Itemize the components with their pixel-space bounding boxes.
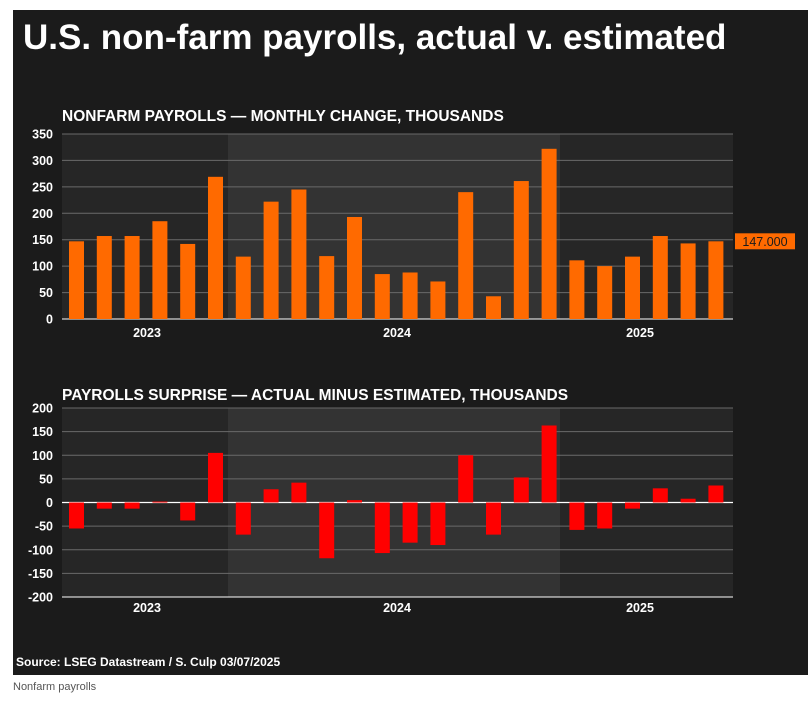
surprise-chart-title: PAYROLLS SURPRISE — ACTUAL MINUS ESTIMAT… — [62, 387, 568, 404]
payrolls-bar — [235, 256, 251, 319]
payrolls-year-label: 2025 — [626, 326, 654, 340]
surprise-bar — [541, 425, 557, 503]
payrolls-bar — [458, 192, 474, 319]
charts-container: 0 50 100 150 200 250 300 350 2023 2024 2025 147.000… — [13, 10, 808, 675]
surprise-bar — [486, 502, 501, 535]
surprise-bar — [680, 498, 696, 503]
payrolls-chart: 0 50 100 150 200 250 300 350 2023 2024 2025 147.000… — [32, 108, 795, 340]
payrolls-ytick-label: 0 — [46, 313, 53, 327]
surprise-ytick-label: 0 — [46, 496, 53, 510]
payrolls-bar — [319, 256, 335, 319]
payrolls-band-0 — [62, 134, 228, 319]
payrolls-bar — [180, 243, 196, 319]
surprise-bar — [652, 488, 668, 503]
surprise-year-label: 2025 — [626, 601, 654, 615]
surprise-bar — [319, 502, 335, 559]
surprise-ytick-label: 50 — [39, 472, 53, 486]
surprise-ytick-label: 150 — [32, 425, 53, 439]
payrolls-bar — [208, 176, 223, 319]
surprise-bar — [625, 502, 640, 509]
payrolls-last-value-tag — [735, 233, 795, 250]
surprise-bar — [263, 489, 279, 503]
source-note: Source: LSEG Datastream / S. Culp 03/07/… — [16, 655, 281, 669]
payrolls-bar — [513, 181, 529, 319]
surprise-bar — [458, 455, 474, 503]
payrolls-bar — [124, 236, 140, 319]
surprise-bar — [69, 502, 84, 529]
payrolls-band-1 — [228, 134, 560, 319]
payrolls-ytick-label: 350 — [32, 128, 53, 142]
surprise-bar — [235, 502, 251, 535]
payrolls-ytick-label: 150 — [32, 233, 53, 247]
payrolls-bar — [486, 296, 501, 319]
surprise-bar — [597, 502, 613, 529]
surprise-bar — [152, 501, 168, 503]
payrolls-last-value-label: 147.000 — [742, 235, 787, 249]
payrolls-bar — [708, 241, 724, 319]
surprise-bar — [430, 502, 446, 546]
payrolls-bar — [374, 274, 390, 319]
payrolls-bar — [347, 216, 362, 319]
surprise-bar — [513, 477, 529, 503]
surprise-ytick-label: -200 — [28, 591, 53, 605]
surprise-bar — [347, 500, 362, 503]
surprise-ytick-label: -100 — [28, 543, 53, 557]
payrolls-bar — [402, 272, 418, 319]
payrolls-bar — [263, 201, 279, 319]
chart-graphic: 0 50 100 150 200 250 300 350 2023 2024 2025 147.000… — [13, 10, 808, 675]
surprise-year-label: 2024 — [383, 601, 411, 615]
payrolls-bar — [541, 148, 557, 319]
payrolls-ytick-label: 100 — [32, 260, 53, 274]
payrolls-bar — [96, 236, 112, 319]
payrolls-bar — [69, 241, 84, 319]
payrolls-ytick-label: 50 — [39, 286, 53, 300]
surprise-bar — [124, 502, 140, 509]
payrolls-band-2 — [560, 134, 733, 319]
payrolls-chart-title: NONFARM PAYROLLS — MONTHLY CHANGE, THOUS… — [62, 108, 504, 125]
payrolls-bar — [625, 256, 640, 319]
payrolls-bar — [291, 189, 307, 319]
surprise-year-label: 2023 — [133, 601, 161, 615]
surprise-bar — [96, 502, 112, 509]
surprise-bar — [291, 482, 307, 503]
surprise-ytick-label: 100 — [32, 449, 53, 463]
payrolls-bar — [597, 266, 613, 319]
surprise-chart: -200 -150 -100 -50 0 50 100 150 200 2023 2024 2025 P… — [28, 387, 733, 615]
payrolls-ytick-label: 200 — [32, 207, 53, 221]
image-caption: Nonfarm payrolls — [13, 681, 97, 693]
payrolls-bar — [652, 236, 668, 319]
payrolls-ytick-label: 250 — [32, 180, 53, 194]
payrolls-bar — [152, 221, 168, 319]
surprise-bar — [374, 502, 390, 554]
surprise-bar — [180, 502, 196, 521]
payrolls-bar — [569, 260, 585, 319]
charts-svg: 0 50 100 150 200 250 300 350 2023 2024 2025 147.000… — [28, 108, 795, 615]
surprise-bar — [708, 485, 724, 503]
payrolls-ytick-label: 300 — [32, 154, 53, 168]
headline: U.S. non-farm payrolls, actual v. estima… — [23, 18, 727, 57]
surprise-bar — [208, 452, 223, 503]
surprise-bar — [569, 502, 585, 530]
payrolls-bar — [430, 281, 446, 319]
surprise-ytick-label: -50 — [35, 520, 53, 534]
surprise-bar — [402, 502, 418, 543]
surprise-ytick-label: 200 — [32, 402, 53, 416]
payrolls-year-label: 2023 — [133, 326, 161, 340]
payrolls-bar — [680, 243, 696, 319]
payrolls-year-label: 2024 — [383, 326, 411, 340]
surprise-ytick-label: -150 — [28, 567, 53, 581]
